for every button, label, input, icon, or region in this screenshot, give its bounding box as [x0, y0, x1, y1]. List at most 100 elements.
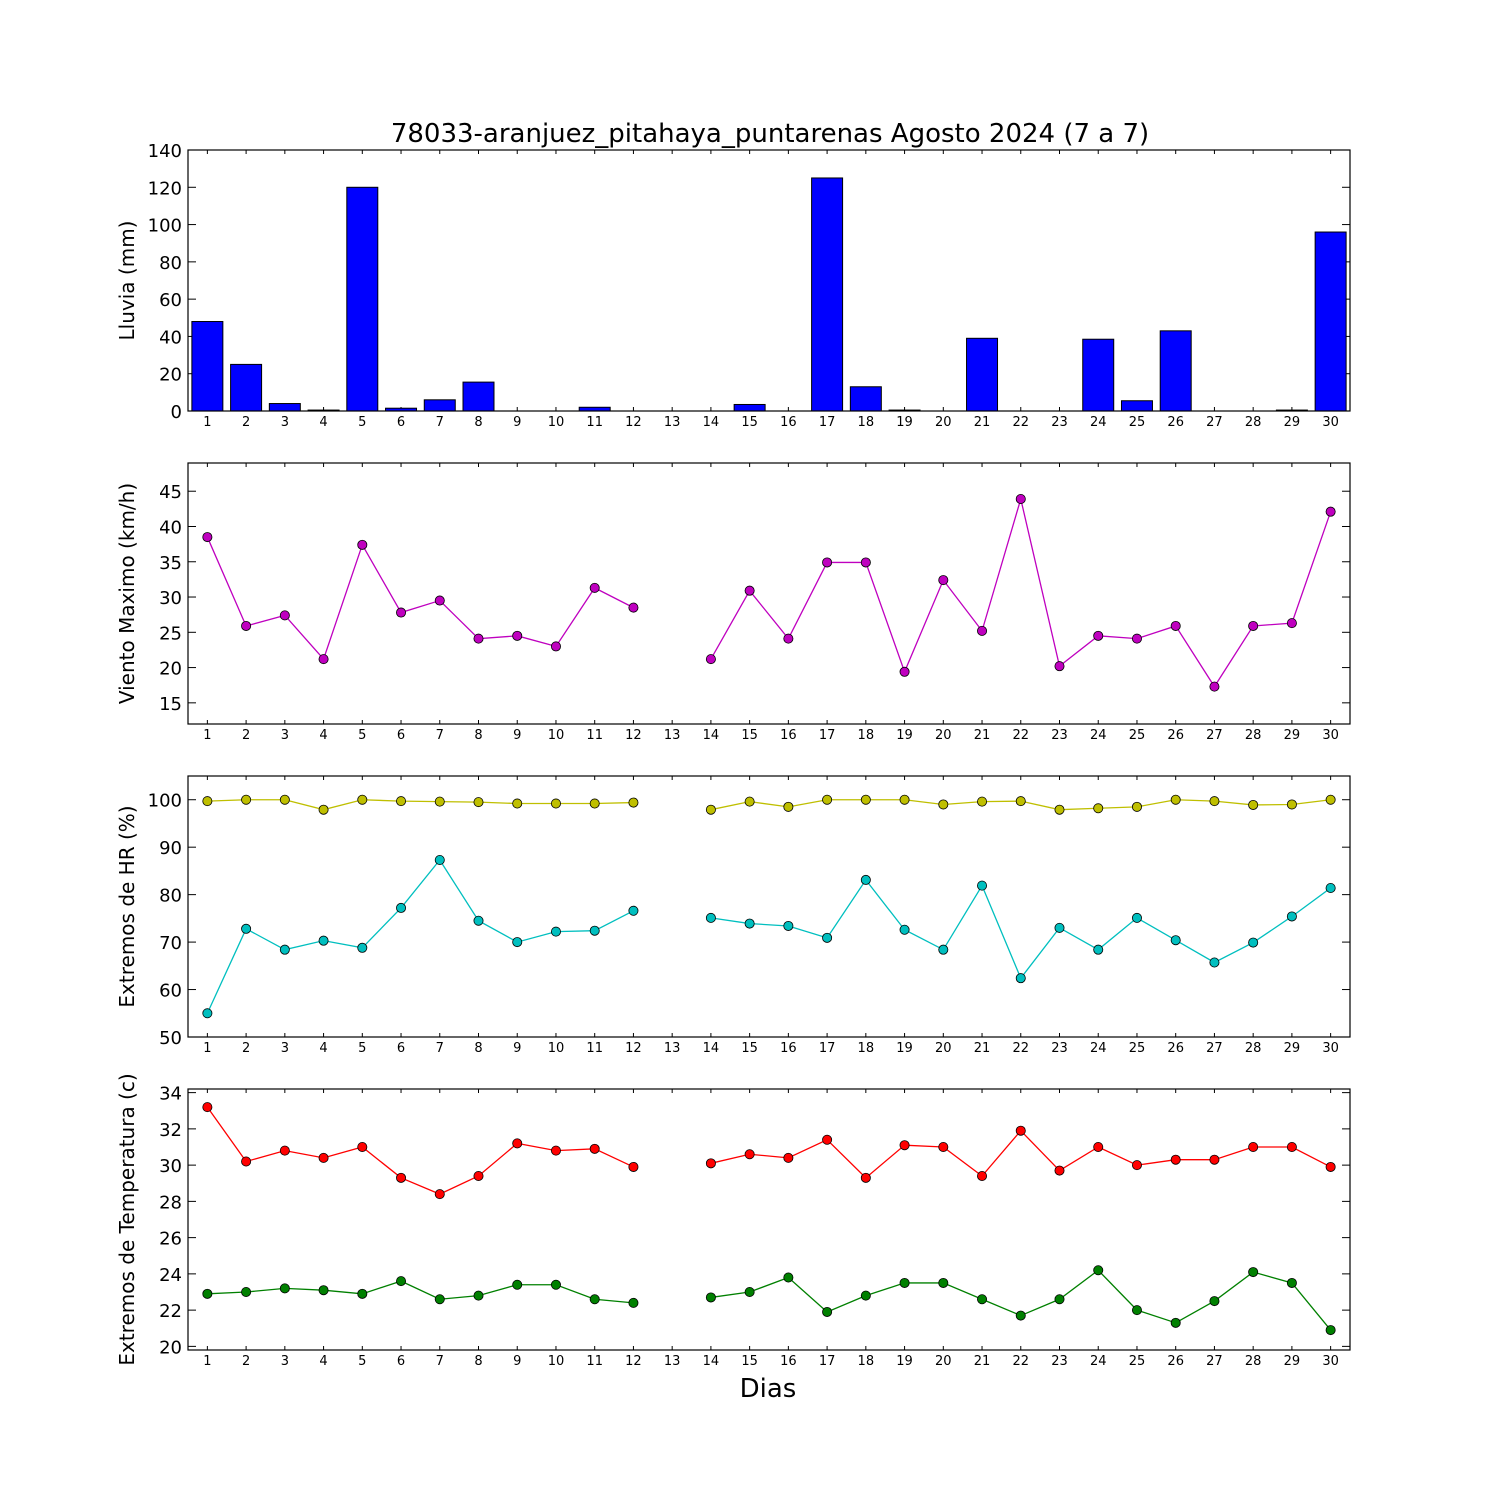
- data-point: [550, 1145, 561, 1156]
- data-point: [1015, 973, 1026, 984]
- bar: [1082, 338, 1115, 412]
- y-tick-label: 15: [159, 694, 182, 715]
- x-tick-label: 21: [974, 1354, 991, 1369]
- x-tick-label: 21: [974, 728, 991, 743]
- data-point: [241, 1156, 252, 1167]
- data-point: [1248, 937, 1259, 948]
- data-point: [473, 633, 484, 644]
- x-tick-label: 8: [474, 1041, 482, 1056]
- data-point: [357, 1142, 368, 1153]
- x-tick-label: 29: [1284, 1354, 1301, 1369]
- x-tick-label: 17: [819, 1354, 836, 1369]
- x-tick-label: 30: [1322, 1354, 1339, 1369]
- x-tick-label: 20: [935, 1041, 952, 1056]
- x-tick-label: 7: [436, 1354, 444, 1369]
- y-tick-label: 34: [159, 1084, 182, 1105]
- x-tick-label: 2: [242, 415, 250, 430]
- data-point: [783, 1152, 794, 1163]
- data-point: [512, 1138, 523, 1149]
- x-tick-label: 11: [586, 728, 603, 743]
- x-tick-label: 14: [703, 728, 720, 743]
- y-tick-label: 25: [159, 623, 182, 644]
- data-point: [705, 1158, 716, 1169]
- x-tick-label: 10: [548, 415, 565, 430]
- bar: [1159, 330, 1192, 412]
- x-tick-label: 8: [474, 1354, 482, 1369]
- data-point: [1248, 620, 1259, 631]
- y-tick-label: 100: [148, 216, 182, 237]
- x-tick-label: 15: [741, 728, 758, 743]
- x-tick-label: 20: [935, 728, 952, 743]
- data-point: [899, 794, 910, 805]
- data-point: [1325, 1161, 1336, 1172]
- data-point: [512, 1279, 523, 1290]
- x-tick-label: 11: [586, 1354, 603, 1369]
- x-tick-label: 2: [242, 1041, 250, 1056]
- y-tick-label: 0: [171, 402, 182, 423]
- data-point: [744, 1287, 755, 1298]
- x-tick-label: 21: [974, 1041, 991, 1056]
- data-point: [279, 944, 290, 955]
- y-tick-label: 20: [159, 1337, 182, 1358]
- x-tick-label: 28: [1245, 1041, 1262, 1056]
- x-tick-label: 22: [1012, 728, 1029, 743]
- x-tick-label: 7: [436, 1041, 444, 1056]
- x-tick-label: 13: [664, 1041, 681, 1056]
- bar: [966, 337, 999, 412]
- x-tick-label: 16: [780, 1041, 797, 1056]
- y-tick-label: 70: [159, 933, 182, 954]
- y-axis-label: Extremos de HR (%): [115, 805, 139, 1007]
- y-tick-label: 60: [159, 290, 182, 311]
- data-point: [241, 794, 252, 805]
- x-tick-label: 14: [703, 1354, 720, 1369]
- bar: [849, 386, 882, 412]
- x-tick-label: 7: [436, 415, 444, 430]
- data-point: [705, 654, 716, 665]
- x-tick-label: 8: [474, 415, 482, 430]
- data-point: [1286, 799, 1297, 810]
- data-point: [899, 1140, 910, 1151]
- x-tick-label: 24: [1090, 728, 1107, 743]
- x-tick-label: 1: [203, 415, 211, 430]
- x-tick-label: 1: [203, 1041, 211, 1056]
- y-axis-label: Viento Maximo (km/h): [115, 483, 139, 704]
- data-point: [705, 1292, 716, 1303]
- data-point: [1170, 1154, 1181, 1165]
- data-point: [357, 794, 368, 805]
- x-tick-label: 29: [1284, 728, 1301, 743]
- y-tick-label: 120: [148, 178, 182, 199]
- x-tick-label: 15: [741, 1354, 758, 1369]
- panel-3: 1 2 3 4 5 6 7 8 9 10 11 12 13 14 15 16 17 18 19 20 21 22 23 24 2…: [115, 775, 1351, 1056]
- panel-2: 1 2 3 4 5 6 7 8 9 10 11 12 13 14 15 16 17 18 19 20 21 22 23 24 2…: [115, 462, 1351, 743]
- data-point: [705, 804, 716, 815]
- data-point: [318, 804, 329, 815]
- data-point: [434, 1294, 445, 1305]
- data-point: [1054, 922, 1065, 933]
- x-tick-label: 11: [586, 1041, 603, 1056]
- x-tick-label: 15: [741, 415, 758, 430]
- x-tick-label: 30: [1322, 415, 1339, 430]
- x-tick-label: 27: [1206, 728, 1223, 743]
- y-tick-label: 20: [159, 659, 182, 680]
- data-point: [1093, 803, 1104, 814]
- x-tick-label: 3: [281, 1041, 289, 1056]
- data-point: [899, 924, 910, 935]
- x-tick-label: 5: [358, 415, 366, 430]
- x-tick-label: 24: [1090, 1041, 1107, 1056]
- x-tick-label: 20: [935, 415, 952, 430]
- data-point: [783, 920, 794, 931]
- x-tick-label: 2: [242, 728, 250, 743]
- data-point: [860, 1290, 871, 1301]
- data-point: [977, 1294, 988, 1305]
- data-point: [977, 796, 988, 807]
- data-point: [1248, 799, 1259, 810]
- x-tick-label: 3: [281, 415, 289, 430]
- x-tick-label: 6: [397, 728, 405, 743]
- data-point: [473, 1290, 484, 1301]
- data-point: [279, 794, 290, 805]
- plot-frame: [187, 149, 1351, 412]
- x-tick-label: 7: [436, 728, 444, 743]
- data-point: [1209, 957, 1220, 968]
- x-tick-label: 28: [1245, 728, 1262, 743]
- data-point: [279, 1145, 290, 1156]
